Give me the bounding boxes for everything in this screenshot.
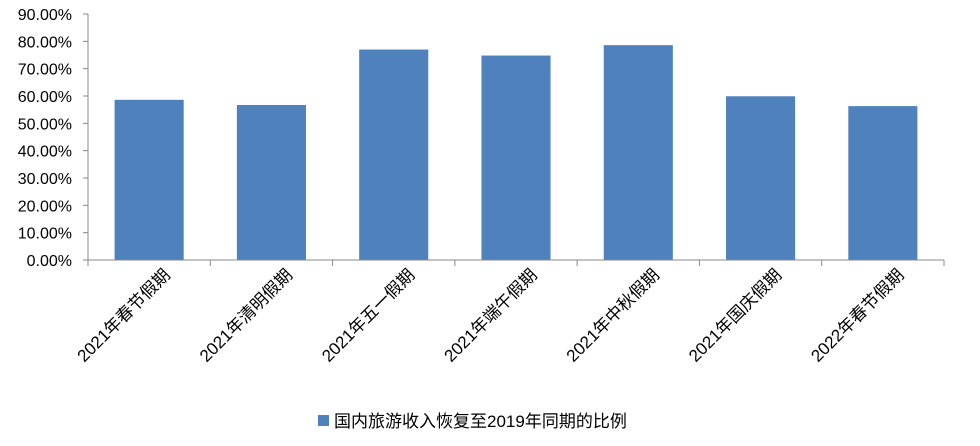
y-tick-label: 10.00%: [18, 226, 72, 243]
x-category-label: 2021年春节假期: [74, 265, 174, 365]
x-category-label: 2022年春节假期: [807, 265, 907, 365]
bar: [236, 105, 306, 261]
x-category-label: 2021年端午假期: [441, 265, 541, 365]
x-category-label: 2021年中秋假期: [563, 265, 663, 365]
x-category-label: 2021年五一假期: [318, 265, 418, 365]
legend-swatch: [318, 415, 329, 426]
legend: 国内旅游收入恢复至2019年同期的比例: [318, 412, 627, 431]
legend-label: 国内旅游收入恢复至2019年同期的比例: [334, 412, 627, 431]
bar: [359, 49, 429, 261]
y-tick-label: 60.00%: [18, 89, 72, 106]
bars: [114, 45, 918, 261]
bar: [848, 106, 918, 260]
x-axis: 2021年春节假期 2021年清明假期 2021年五一假期 2021年端午假期 2021…: [74, 259, 945, 366]
x-category-label: 2021年清明假期: [196, 265, 296, 365]
y-tick-label: 20.00%: [18, 198, 72, 215]
y-tick-label: 40.00%: [18, 144, 72, 161]
y-tick-label: 0.00%: [27, 253, 72, 270]
y-axis: 0.00% 10.00% 20.00% 30.00% 40.00% 50.00% 60.00…: [18, 7, 89, 270]
y-tick-label: 90.00%: [18, 7, 72, 24]
bar: [603, 45, 673, 260]
bar: [481, 55, 551, 261]
y-tick-label: 70.00%: [18, 62, 72, 79]
y-tick-label: 80.00%: [18, 34, 72, 51]
bar: [726, 96, 796, 260]
y-tick-label: 50.00%: [18, 116, 72, 133]
y-tick-label: 30.00%: [18, 171, 72, 188]
bar: [114, 99, 184, 261]
x-category-label: 2021年国庆假期: [685, 265, 785, 365]
